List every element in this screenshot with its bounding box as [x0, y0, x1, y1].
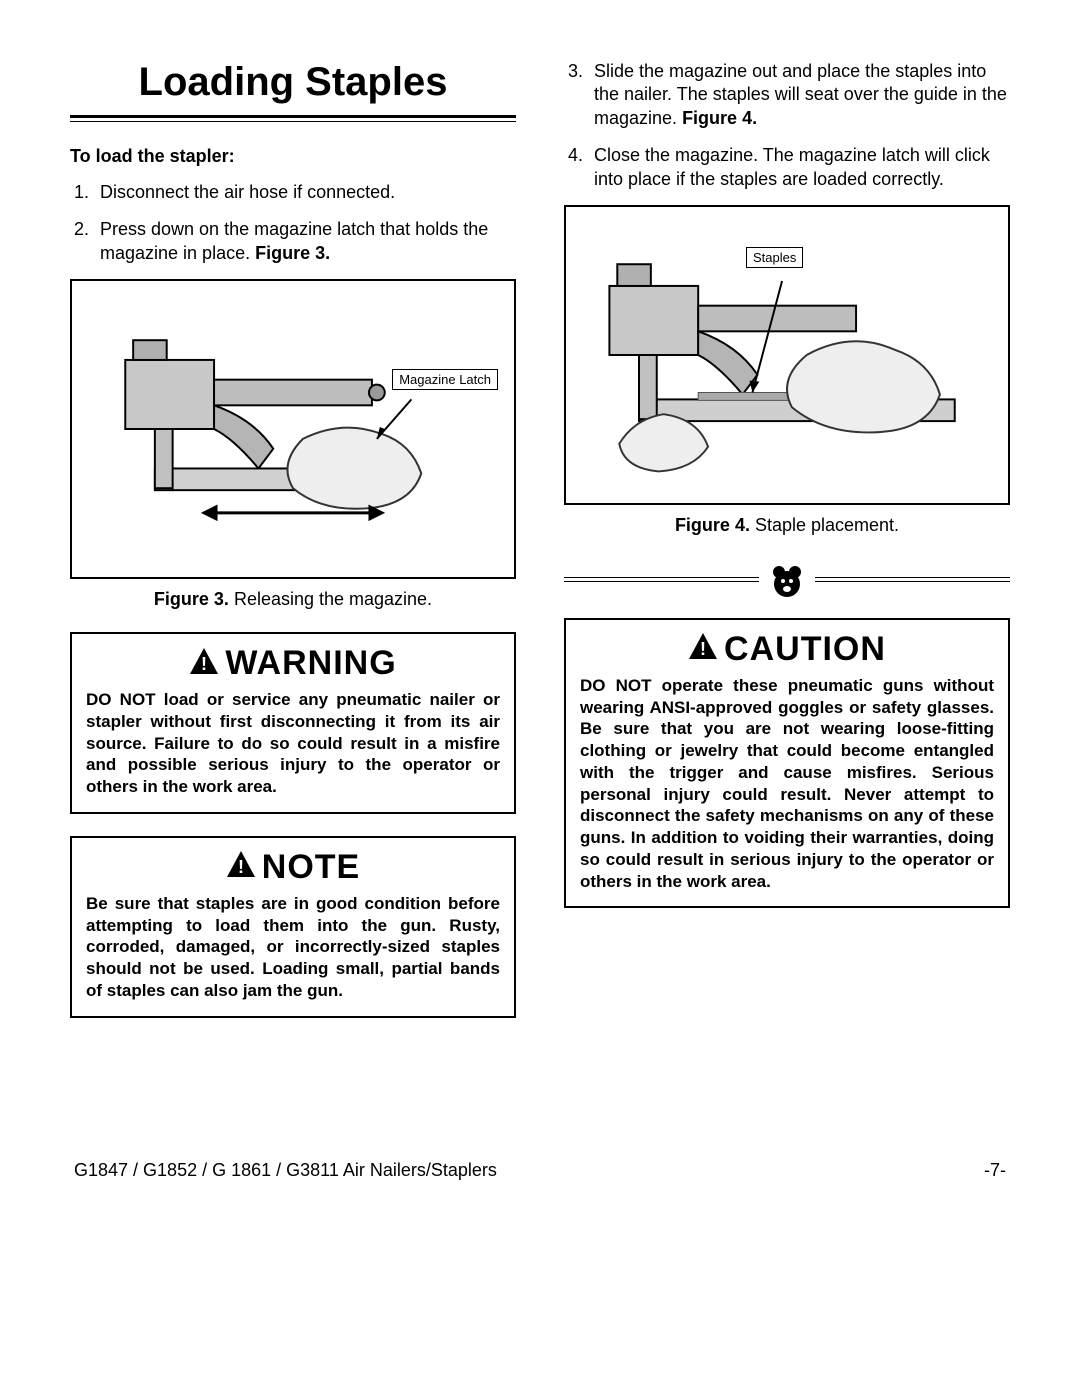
caution-word: CAUTION: [724, 630, 886, 669]
note-word: NOTE: [262, 848, 360, 887]
svg-text:!: !: [238, 857, 244, 877]
figure-3-caption-bold: Figure 3.: [154, 589, 229, 609]
note-body: Be sure that staples are in good conditi…: [86, 893, 500, 1002]
caution-body: DO NOT operate these pneumatic guns with…: [580, 675, 994, 893]
step-3-text: Slide the magazine out and place the sta…: [594, 61, 1007, 128]
warning-word: WARNING: [225, 644, 396, 683]
caution-box: ! CAUTION DO NOT operate these pneumatic…: [564, 618, 1010, 909]
step-3-figref: Figure 4.: [682, 108, 757, 128]
note-box: ! NOTE Be sure that staples are in good …: [70, 836, 516, 1018]
step-1-text: Disconnect the air hose if connected.: [100, 182, 395, 202]
steps-right: Slide the magazine out and place the sta…: [564, 60, 1010, 191]
footer-left: G1847 / G1852 / G 1861 / G3811 Air Naile…: [74, 1160, 497, 1181]
left-column: Loading Staples To load the stapler: Dis…: [70, 60, 516, 1040]
step-4: Close the magazine. The magazine latch w…: [588, 144, 1010, 191]
caution-head: ! CAUTION: [580, 630, 994, 669]
note-head: ! NOTE: [86, 848, 500, 887]
warning-box: ! WARNING DO NOT load or service any pne…: [70, 632, 516, 814]
figure-4-caption-bold: Figure 4.: [675, 515, 750, 535]
title-rule-thick: [70, 115, 516, 118]
page: Loading Staples To load the stapler: Dis…: [0, 0, 1080, 1221]
caution-icon: !: [688, 632, 718, 666]
title-rule-thin: [70, 121, 516, 122]
note-icon: !: [226, 850, 256, 884]
figure-3-callout: Magazine Latch: [392, 369, 498, 390]
figure-4-caption-rest: Staple placement.: [750, 515, 899, 535]
step-1: Disconnect the air hose if connected.: [94, 181, 516, 204]
svg-text:!: !: [700, 639, 706, 659]
figure-3-illustration: [72, 281, 514, 577]
warning-icon: !: [189, 647, 219, 681]
figure-3-caption-rest: Releasing the magazine.: [229, 589, 432, 609]
section-title: Loading Staples: [70, 60, 516, 105]
bear-icon: [765, 558, 809, 602]
section-separator: [564, 558, 1010, 602]
page-footer: G1847 / G1852 / G 1861 / G3811 Air Naile…: [70, 1160, 1010, 1181]
step-2: Press down on the magazine latch that ho…: [94, 218, 516, 265]
warning-body: DO NOT load or service any pneumatic nai…: [86, 689, 500, 798]
step-4-text: Close the magazine. The magazine latch w…: [594, 145, 990, 188]
figure-4-caption: Figure 4. Staple placement.: [564, 515, 1010, 536]
steps-left: Disconnect the air hose if connected. Pr…: [70, 181, 516, 265]
sep-lines-right: [815, 574, 1010, 585]
figure-3-box: Magazine Latch: [70, 279, 516, 579]
step-2-figref: Figure 3.: [255, 243, 330, 263]
footer-right: -7-: [984, 1160, 1006, 1181]
step-3: Slide the magazine out and place the sta…: [588, 60, 1010, 130]
warning-head: ! WARNING: [86, 644, 500, 683]
figure-4-callout: Staples: [746, 247, 803, 268]
right-column: Slide the magazine out and place the sta…: [564, 60, 1010, 1040]
two-column-layout: Loading Staples To load the stapler: Dis…: [70, 60, 1010, 1040]
sep-lines-left: [564, 574, 759, 585]
figure-4-box: Staples: [564, 205, 1010, 505]
svg-text:!: !: [201, 654, 207, 674]
figure-3-caption: Figure 3. Releasing the magazine.: [70, 589, 516, 610]
subhead: To load the stapler:: [70, 146, 516, 167]
